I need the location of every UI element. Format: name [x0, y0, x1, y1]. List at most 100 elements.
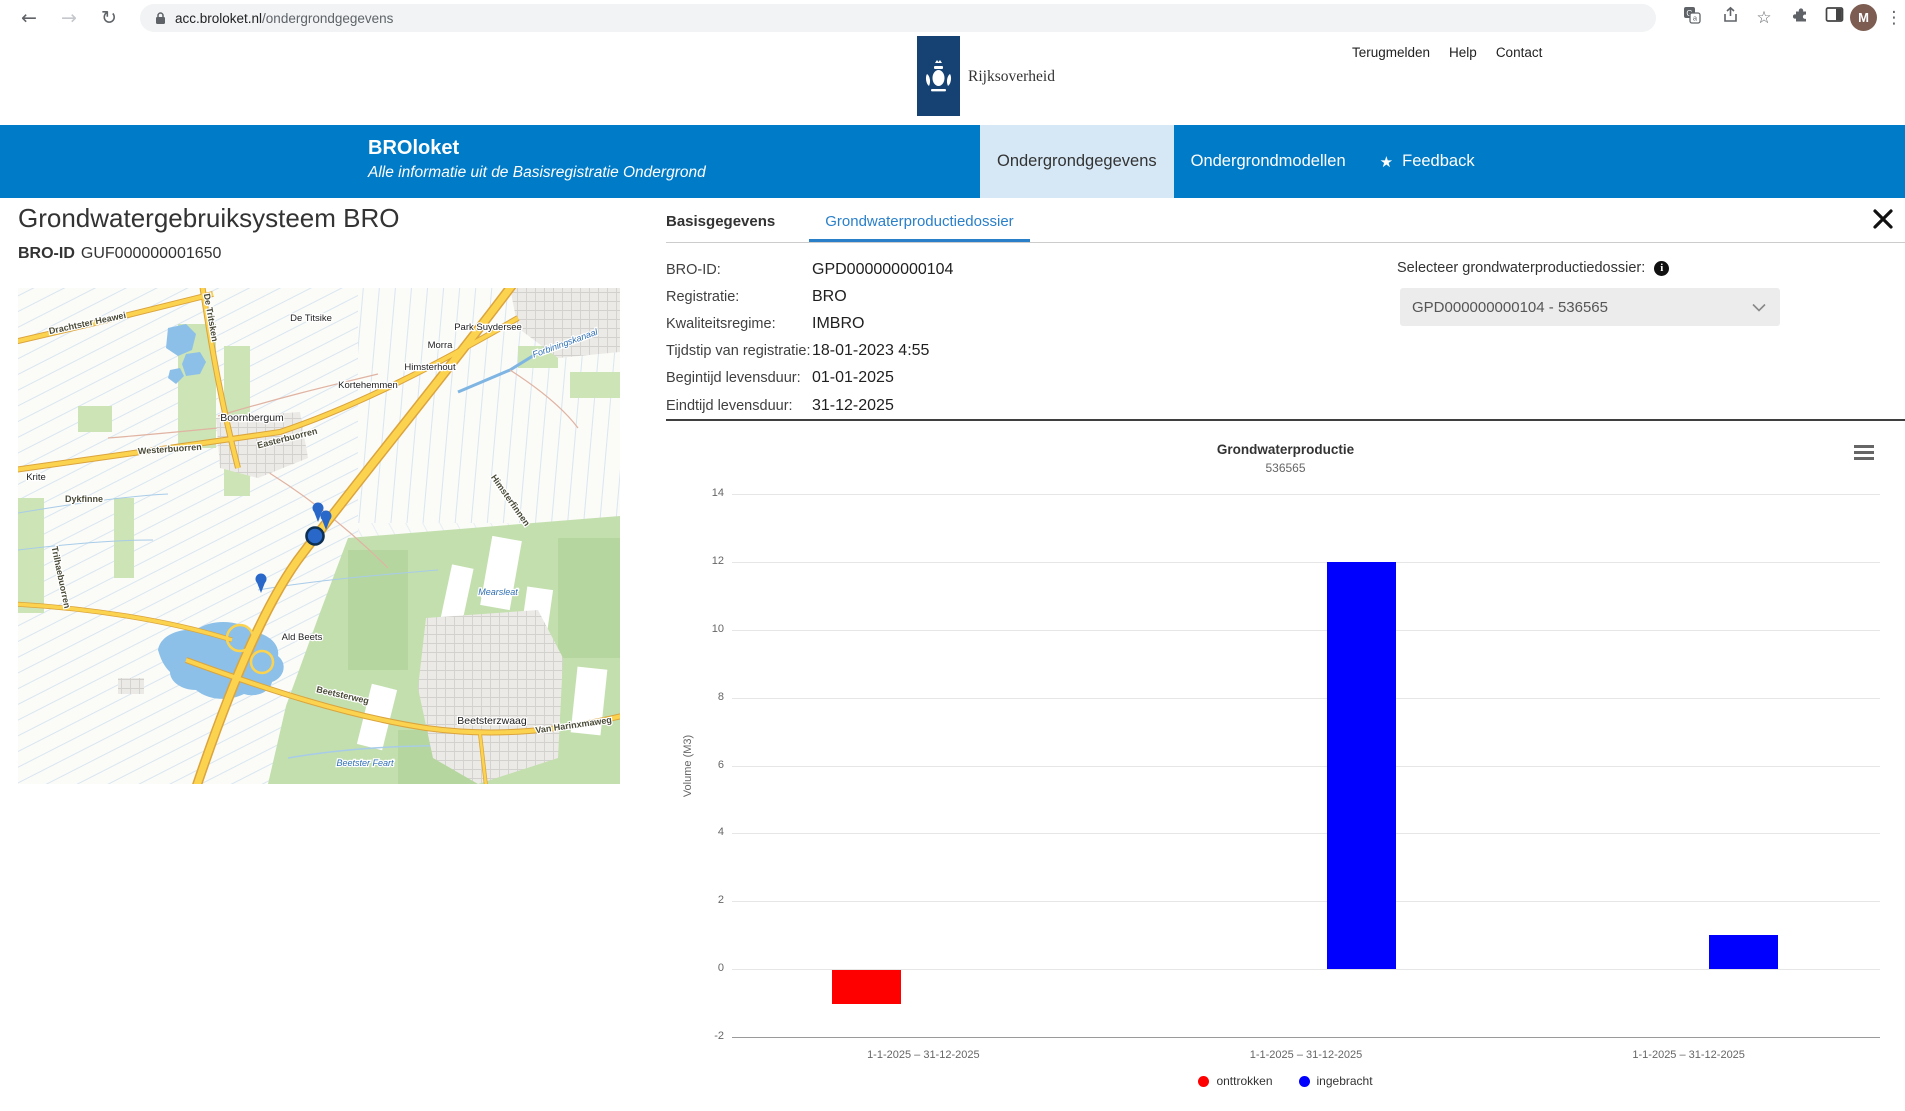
brand-tagline: Alle informatie uit de Basisregistratie … [368, 164, 706, 181]
detail-value: 01-01-2025 [812, 369, 894, 387]
detail-label: Kwaliteitsregime: [666, 315, 776, 332]
header-link-terugmelden[interactable]: Terugmelden [1352, 45, 1431, 60]
nav-tab-feedback[interactable]: ★ Feedback [1363, 125, 1492, 198]
dossier-select-label-text: Selecteer grondwaterproductiedossier: [1397, 260, 1646, 276]
tab-basisgegevens[interactable]: Basisgegevens [666, 213, 776, 230]
forward-icon[interactable]: → [54, 3, 84, 33]
rijksoverheid-logo[interactable] [917, 36, 960, 116]
svg-text:a: a [1693, 14, 1698, 23]
tabs-divider [666, 242, 1905, 243]
chevron-down-icon [1752, 303, 1766, 312]
svg-text:G: G [1686, 9, 1692, 18]
detail-label: Begintijd levensduur: [666, 370, 801, 387]
map-marker-pin[interactable] [305, 526, 325, 546]
chart-gridline [732, 561, 1880, 563]
nav-tab-label: Ondergrondgegevens [997, 152, 1157, 170]
bookmark-star-icon[interactable]: ☆ [1756, 8, 1772, 28]
chart-bar-ingebracht[interactable] [1709, 935, 1779, 970]
brand[interactable]: BROloket Alle informatie uit de Basisreg… [368, 136, 706, 184]
map-label: De Titsike [290, 313, 332, 324]
chart-menu-icon[interactable] [1852, 445, 1876, 465]
chart-subtitle: 536565 [1265, 461, 1306, 475]
map-roads [18, 288, 620, 784]
y-axis-tick-label: 2 [717, 894, 724, 907]
address-bar[interactable]: acc.broloket.nl/ondergrondgegevens [140, 4, 1656, 32]
detail-label: Registratie: [666, 288, 740, 305]
legend-item-onttrokken[interactable]: onttrokken [1198, 1074, 1273, 1088]
x-axis-category-label: 1-1-2025 – 31-12-2025 [1632, 1049, 1745, 1061]
y-axis-tick-label: -2 [714, 1030, 724, 1042]
map-label: Krite [26, 472, 46, 483]
back-icon[interactable]: ← [14, 3, 44, 33]
bro-id-value: GUF000000001650 [80, 245, 222, 262]
bro-id-line: BRO-ID GUF000000001650 [18, 245, 221, 263]
page-title: Grondwatergebruiksysteem BRO [18, 203, 400, 233]
chart-title: Grondwaterproductie [1216, 442, 1355, 457]
header-link-contact[interactable]: Contact [1495, 45, 1543, 60]
chart-legend: onttrokken ingebracht [666, 1074, 1905, 1088]
close-button[interactable] [1868, 205, 1898, 235]
map-label: Kortehemmen [338, 380, 398, 391]
map-marker-pin[interactable] [312, 502, 324, 523]
extensions-icon[interactable] [1790, 6, 1814, 30]
chart-gridline [732, 697, 1880, 699]
detail-row: Tijdstip van registratie: 18-01-2023 4:55 [666, 338, 953, 365]
map-label: Himsterhout [404, 362, 456, 373]
detail-row: Begintijd levensduur: 01-01-2025 [666, 365, 953, 392]
chart-gridline [732, 629, 1880, 631]
dossier-select[interactable]: GPD000000000104 - 536565 [1400, 288, 1780, 326]
map-marker-pin[interactable] [255, 573, 267, 594]
header-link-help[interactable]: Help [1449, 45, 1477, 60]
detail-row: Eindtijd levensduur: 31-12-2025 [666, 392, 953, 419]
detail-row: Registratie: BRO [666, 283, 953, 310]
nav-tab-label: Feedback [1402, 152, 1475, 170]
legend-dot-icon [1198, 1075, 1210, 1087]
nav-tab-ondergrondmodellen[interactable]: Ondergrondmodellen [1174, 125, 1363, 198]
bro-id-label: BRO-ID [18, 245, 75, 262]
x-axis-line [732, 1037, 1880, 1038]
nav-tabs: Ondergrondgegevens Ondergrondmodellen ★ Fee… [980, 125, 1492, 198]
browser-menu-icon[interactable]: ⋮ [1885, 8, 1903, 28]
map-label: Beetster Feart [336, 758, 394, 768]
close-icon [1873, 208, 1893, 229]
chart-bar-ingebracht[interactable] [1326, 561, 1396, 970]
sidepanel-icon[interactable] [1822, 6, 1846, 30]
map-marker-pin[interactable] [320, 510, 332, 531]
dossier-tabs: Basisgegevens Grondwaterproductiedossier [666, 207, 1064, 243]
detail-value: IMBRO [812, 314, 865, 332]
header-links: Terugmelden Help Contact [1352, 45, 1561, 60]
rijksoverheid-emblem-icon [925, 60, 952, 92]
detail-value: BRO [812, 287, 847, 305]
y-axis-tick-label: 14 [711, 487, 724, 499]
legend-item-ingebracht[interactable]: ingebracht [1298, 1074, 1373, 1088]
chart-bar-onttrokken[interactable] [831, 970, 901, 1005]
y-axis-tick-label: 10 [711, 622, 724, 635]
chart-gridline [732, 969, 1880, 971]
nav-tab-ondergrondgegevens[interactable]: Ondergrondgegevens [980, 125, 1174, 198]
nav-tab-label: Ondergrondmodellen [1190, 152, 1346, 170]
x-axis-category-label: 1-1-2025 – 31-12-2025 [1249, 1049, 1363, 1061]
map[interactable]: Drachtster Heawei De Tritsken De Titsike Pa… [18, 288, 620, 784]
map-label: Mearsleat [478, 587, 518, 597]
map-label: Dykfinne [65, 494, 103, 504]
map-label: Boornbergum [220, 412, 284, 424]
info-icon[interactable]: i [1654, 260, 1670, 276]
share-icon[interactable] [1718, 6, 1742, 30]
url-path: /ondergrondgegevens [262, 10, 394, 26]
lock-icon [156, 12, 165, 24]
reload-icon[interactable]: ↻ [94, 3, 124, 33]
profile-avatar[interactable]: M [1850, 4, 1877, 31]
map-label: Ald Beets [282, 632, 323, 643]
url-host: acc.broloket.nl [175, 10, 263, 26]
y-axis-tick-label: 12 [711, 554, 724, 567]
legend-label: ingebracht [1316, 1074, 1373, 1088]
detail-row: Kwaliteitsregime: IMBRO [666, 310, 953, 337]
tab-grondwaterproductiedossier[interactable]: Grondwaterproductiedossier [809, 207, 1030, 243]
main-navbar: BROloket Alle informatie uit de Basisreg… [0, 125, 1905, 198]
detail-label: BRO-ID: [666, 261, 721, 278]
detail-value: 31-12-2025 [812, 396, 894, 414]
chart-gridline [732, 494, 1880, 495]
chart-gridline [732, 833, 1880, 835]
